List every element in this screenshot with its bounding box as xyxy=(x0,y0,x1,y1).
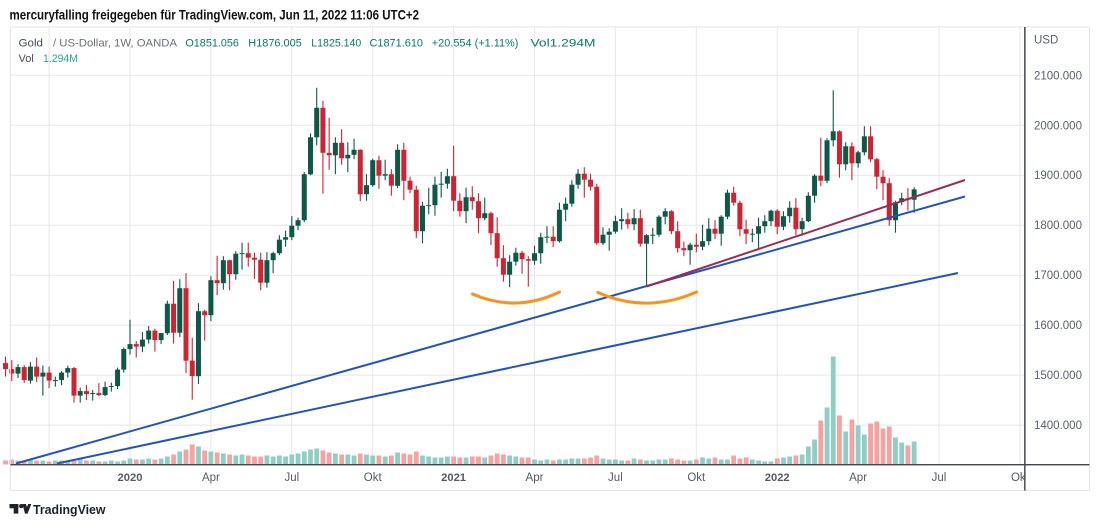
svg-text:1500.000: 1500.000 xyxy=(1034,370,1082,382)
svg-text:Jul: Jul xyxy=(932,472,947,484)
svg-text:USD: USD xyxy=(1034,35,1058,47)
svg-text:Okt: Okt xyxy=(364,472,383,484)
svg-text:1400.000: 1400.000 xyxy=(1034,420,1082,432)
svg-text:Apr: Apr xyxy=(202,472,220,484)
svg-text:1600.000: 1600.000 xyxy=(1034,320,1082,332)
svg-text:2000.000: 2000.000 xyxy=(1034,120,1082,132)
svg-text:Jul: Jul xyxy=(608,472,623,484)
svg-text:1700.000: 1700.000 xyxy=(1034,270,1082,282)
svg-text:TradingView: TradingView xyxy=(33,502,106,517)
svg-text:Jul: Jul xyxy=(284,472,299,484)
svg-text:Okt: Okt xyxy=(687,472,706,484)
svg-text:2022: 2022 xyxy=(765,472,790,484)
svg-text:2020: 2020 xyxy=(118,472,143,484)
svg-text:Okt: Okt xyxy=(1011,472,1030,484)
svg-text:2021: 2021 xyxy=(441,472,466,484)
svg-text:Apr: Apr xyxy=(849,472,867,484)
svg-text:2100.000: 2100.000 xyxy=(1034,70,1082,82)
svg-text:1800.000: 1800.000 xyxy=(1034,220,1082,232)
svg-text:Vol1.294M: Vol 1.294M xyxy=(19,53,79,65)
svg-text:mercuryfalling freigegeben für: mercuryfalling freigegeben für TradingVi… xyxy=(10,7,420,22)
svg-text:1900.000: 1900.000 xyxy=(1034,170,1082,182)
svg-text:Apr: Apr xyxy=(526,472,544,484)
